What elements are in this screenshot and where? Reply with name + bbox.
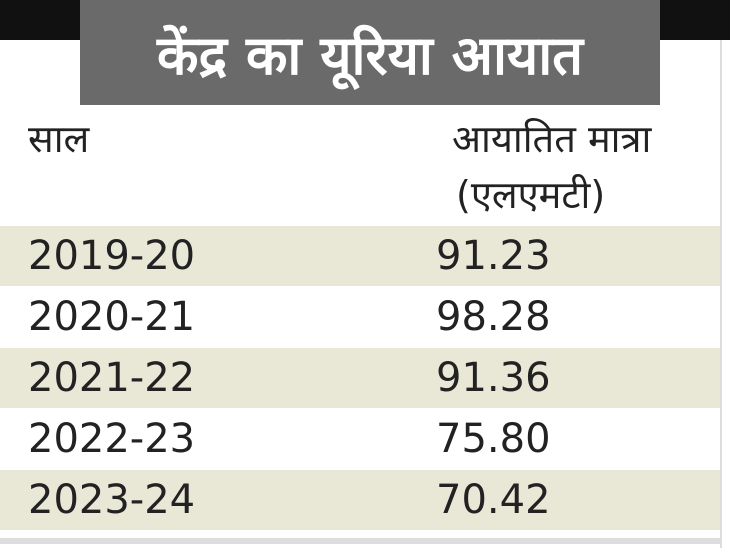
value-cell: 70.42: [436, 477, 551, 523]
year-cell: 2021-22: [28, 355, 196, 401]
year-cell: 2023-24: [28, 477, 196, 523]
year-cell: 2019-20: [28, 233, 196, 279]
unit-label: (एलएमटी): [456, 173, 606, 217]
value-cell: 91.36: [436, 355, 551, 401]
title: केंद्र का यूरिया आयात: [80, 0, 660, 105]
corner-bar: [0, 0, 80, 40]
table-row: 2022-23 75.80: [0, 409, 720, 469]
value-cell: 75.80: [436, 416, 551, 462]
footer-line: [0, 538, 720, 544]
table-row: 2021-22 91.36: [0, 348, 720, 408]
year-cell: 2020-21: [28, 294, 196, 340]
value-cell: 91.23: [436, 233, 551, 279]
table-row: 2020-21 98.28: [0, 287, 720, 347]
corner-bar: [660, 0, 730, 40]
edge-line: [720, 40, 722, 548]
table-row: 2019-20 91.23: [0, 226, 720, 286]
column-header: साल: [28, 117, 90, 161]
value-cell: 98.28: [436, 294, 551, 340]
column-header: आयातित मात्रा: [452, 117, 652, 161]
table-row: 2023-24 70.42: [0, 470, 720, 530]
year-cell: 2022-23: [28, 416, 196, 462]
